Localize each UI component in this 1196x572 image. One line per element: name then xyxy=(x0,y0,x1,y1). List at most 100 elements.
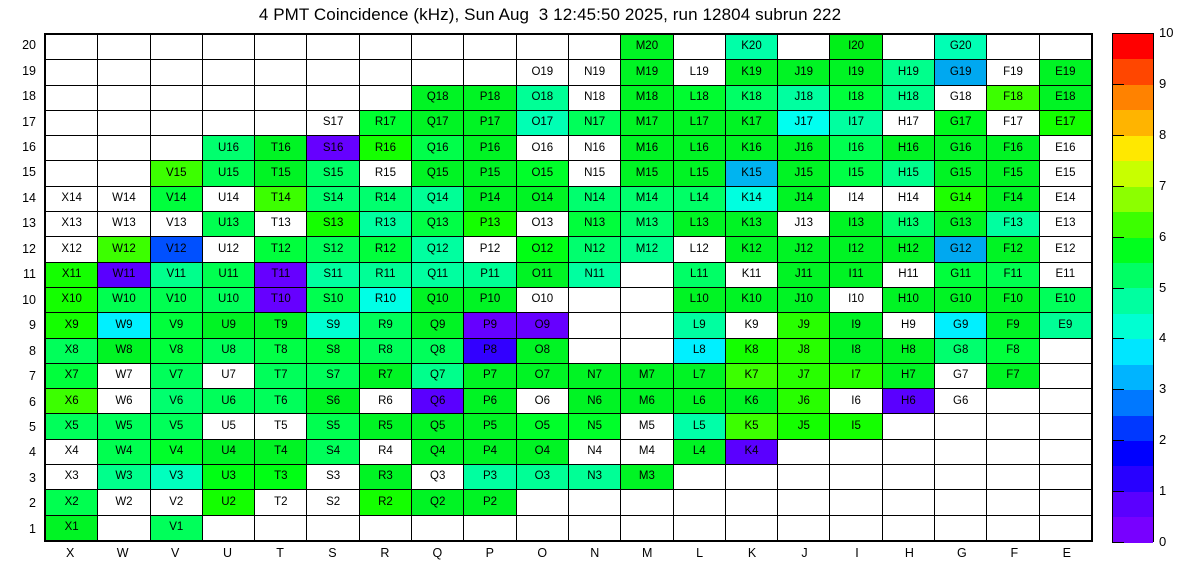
heatmap-cell[interactable] xyxy=(881,438,936,466)
heatmap-cell[interactable]: T6 xyxy=(254,388,308,415)
heatmap-cell[interactable] xyxy=(567,489,622,516)
heatmap-cell[interactable] xyxy=(881,464,936,491)
heatmap-cell[interactable]: X7 xyxy=(44,362,99,390)
heatmap-cell[interactable] xyxy=(44,84,99,111)
heatmap-cell[interactable] xyxy=(44,160,99,187)
heatmap-cell[interactable] xyxy=(1038,33,1093,61)
heatmap-cell[interactable] xyxy=(515,489,569,516)
heatmap-cell[interactable] xyxy=(777,33,831,61)
heatmap-cell[interactable]: E19 xyxy=(1038,59,1093,86)
heatmap-cell[interactable]: M20 xyxy=(620,33,674,61)
heatmap-cell[interactable]: M3 xyxy=(620,464,674,491)
heatmap-cell[interactable]: F14 xyxy=(986,185,1040,213)
heatmap-cell[interactable]: O5 xyxy=(515,413,569,440)
heatmap-cell[interactable] xyxy=(254,33,308,61)
heatmap-cell[interactable] xyxy=(201,109,256,137)
heatmap-cell[interactable]: R16 xyxy=(358,135,413,162)
heatmap-cell[interactable]: S8 xyxy=(306,337,360,364)
heatmap-cell[interactable]: O19 xyxy=(515,59,569,86)
heatmap-cell[interactable]: K18 xyxy=(724,84,779,111)
heatmap-cell[interactable] xyxy=(306,84,360,111)
heatmap-cell[interactable]: I16 xyxy=(829,135,883,162)
heatmap-cell[interactable]: F11 xyxy=(986,261,1040,288)
heatmap-cell[interactable]: E13 xyxy=(1038,211,1093,238)
heatmap-cell[interactable]: V15 xyxy=(149,160,203,187)
heatmap-cell[interactable]: G8 xyxy=(934,337,988,364)
heatmap-cell[interactable]: E14 xyxy=(1038,185,1093,213)
heatmap-cell[interactable] xyxy=(777,514,831,542)
heatmap-cell[interactable]: E10 xyxy=(1038,286,1093,314)
heatmap-cell[interactable]: P3 xyxy=(463,464,517,491)
heatmap-cell[interactable]: I14 xyxy=(829,185,883,213)
heatmap-cell[interactable]: J15 xyxy=(777,160,831,187)
heatmap-cell[interactable] xyxy=(201,84,256,111)
heatmap-cell[interactable]: N19 xyxy=(567,59,622,86)
heatmap-cell[interactable]: U16 xyxy=(201,135,256,162)
heatmap-cell[interactable] xyxy=(1038,438,1093,466)
heatmap-cell[interactable]: I20 xyxy=(829,33,883,61)
heatmap-cell[interactable]: L14 xyxy=(672,185,726,213)
heatmap-cell[interactable]: I6 xyxy=(829,388,883,415)
heatmap-cell[interactable]: M17 xyxy=(620,109,674,137)
heatmap-cell[interactable]: P13 xyxy=(463,211,517,238)
heatmap-cell[interactable]: S14 xyxy=(306,185,360,213)
heatmap-cell[interactable] xyxy=(672,464,726,491)
heatmap-cell[interactable] xyxy=(829,514,883,542)
heatmap-cell[interactable] xyxy=(567,514,622,542)
heatmap-cell[interactable]: R5 xyxy=(358,413,413,440)
heatmap-cell[interactable] xyxy=(620,514,674,542)
heatmap-cell[interactable] xyxy=(97,59,151,86)
heatmap-cell[interactable]: W9 xyxy=(97,312,151,339)
heatmap-cell[interactable]: U13 xyxy=(201,211,256,238)
heatmap-cell[interactable]: U7 xyxy=(201,362,256,390)
heatmap-cell[interactable]: J14 xyxy=(777,185,831,213)
heatmap-cell[interactable]: N18 xyxy=(567,84,622,111)
heatmap-cell[interactable]: R15 xyxy=(358,160,413,187)
heatmap-cell[interactable]: O4 xyxy=(515,438,569,466)
heatmap-cell[interactable]: G18 xyxy=(934,84,988,111)
heatmap-cell[interactable]: N3 xyxy=(567,464,622,491)
heatmap-cell[interactable]: I15 xyxy=(829,160,883,187)
heatmap-cell[interactable]: O9 xyxy=(515,312,569,339)
heatmap-cell[interactable]: S6 xyxy=(306,388,360,415)
heatmap-cell[interactable] xyxy=(149,135,203,162)
heatmap-cell[interactable]: E12 xyxy=(1038,236,1093,263)
heatmap-cell[interactable]: M6 xyxy=(620,388,674,415)
heatmap-cell[interactable]: Q14 xyxy=(411,185,465,213)
heatmap-cell[interactable]: T3 xyxy=(254,464,308,491)
heatmap-cell[interactable]: S4 xyxy=(306,438,360,466)
heatmap-cell[interactable]: H7 xyxy=(881,362,936,390)
heatmap-cell[interactable] xyxy=(358,514,413,542)
heatmap-cell[interactable] xyxy=(515,514,569,542)
heatmap-cell[interactable]: L13 xyxy=(672,211,726,238)
heatmap-cell[interactable] xyxy=(44,33,99,61)
heatmap-cell[interactable] xyxy=(97,84,151,111)
heatmap-cell[interactable] xyxy=(1038,337,1093,364)
heatmap-cell[interactable] xyxy=(934,514,988,542)
heatmap-cell[interactable]: J10 xyxy=(777,286,831,314)
heatmap-cell[interactable] xyxy=(1038,362,1093,390)
heatmap-cell[interactable]: M13 xyxy=(620,211,674,238)
heatmap-cell[interactable] xyxy=(463,514,517,542)
heatmap-cell[interactable]: G12 xyxy=(934,236,988,263)
heatmap-cell[interactable]: T15 xyxy=(254,160,308,187)
heatmap-cell[interactable]: T7 xyxy=(254,362,308,390)
heatmap-cell[interactable]: M7 xyxy=(620,362,674,390)
heatmap-cell[interactable]: U4 xyxy=(201,438,256,466)
heatmap-cell[interactable] xyxy=(254,514,308,542)
heatmap-cell[interactable]: U11 xyxy=(201,261,256,288)
heatmap-cell[interactable] xyxy=(44,59,99,86)
heatmap-cell[interactable]: J16 xyxy=(777,135,831,162)
heatmap-cell[interactable]: E9 xyxy=(1038,312,1093,339)
heatmap-cell[interactable]: M4 xyxy=(620,438,674,466)
heatmap-cell[interactable]: M18 xyxy=(620,84,674,111)
heatmap-cell[interactable]: L10 xyxy=(672,286,726,314)
heatmap-cell[interactable]: K8 xyxy=(724,337,779,364)
heatmap-cell[interactable]: W8 xyxy=(97,337,151,364)
heatmap-cell[interactable] xyxy=(411,59,465,86)
heatmap-cell[interactable]: H9 xyxy=(881,312,936,339)
heatmap-cell[interactable]: H17 xyxy=(881,109,936,137)
heatmap-cell[interactable] xyxy=(881,489,936,516)
heatmap-cell[interactable]: O17 xyxy=(515,109,569,137)
heatmap-cell[interactable]: E17 xyxy=(1038,109,1093,137)
